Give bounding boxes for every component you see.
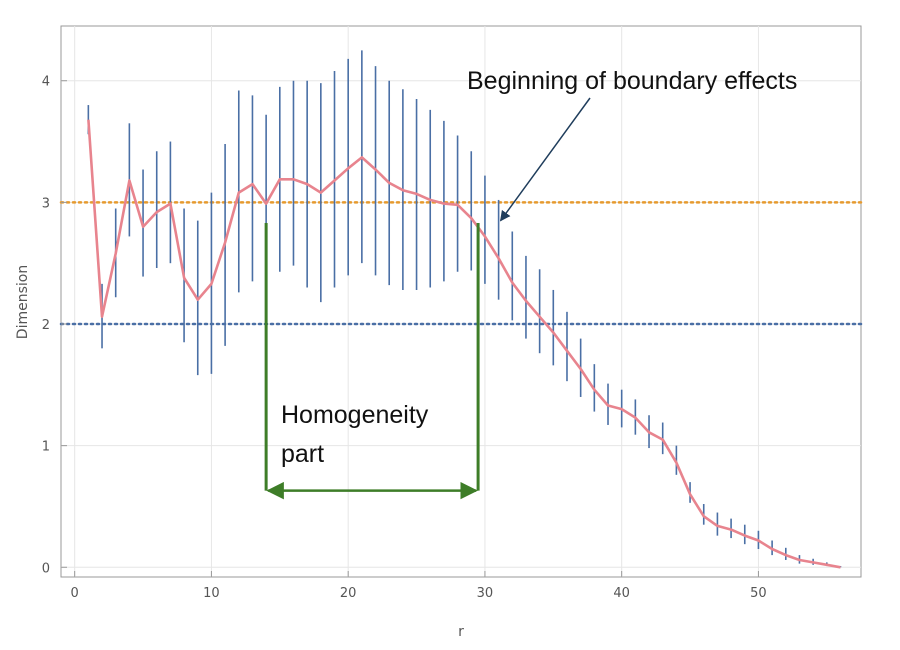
reference-lines (59, 201, 863, 326)
dimension-series-line (87, 119, 841, 569)
y-axis-label: Dimension (15, 265, 31, 339)
x-tick-label: 50 (750, 586, 767, 601)
y-tick-label: 2 (42, 318, 50, 333)
series-line-layer (87, 119, 841, 569)
homogeneity-text-line1: Homogeneity (281, 401, 429, 429)
annotations: Beginning of boundary effects Homogeneit… (264, 67, 797, 500)
homogeneity-text-line2: part (281, 440, 324, 468)
x-ticks: 0 10 20 30 40 50 (71, 571, 767, 601)
y-tick-label: 0 (42, 561, 50, 576)
boundary-annotation-text: Beginning of boundary effects (467, 67, 797, 95)
plot-frame (60, 25, 862, 578)
x-tick-label: 20 (340, 586, 357, 601)
x-tick-label: 10 (203, 586, 220, 601)
boundary-arrow (499, 97, 591, 222)
y-tick-label: 1 (42, 440, 50, 455)
x-tick-label: 0 (71, 586, 79, 601)
y-ticks: 0 1 2 3 4 (42, 75, 67, 576)
y-tick-label: 3 (42, 196, 50, 211)
x-tick-label: 30 (477, 586, 494, 601)
y-tick-label: 4 (42, 75, 50, 90)
x-tick-label: 40 (613, 586, 630, 601)
x-axis-label: r (458, 624, 464, 640)
grid-lines (61, 26, 861, 577)
